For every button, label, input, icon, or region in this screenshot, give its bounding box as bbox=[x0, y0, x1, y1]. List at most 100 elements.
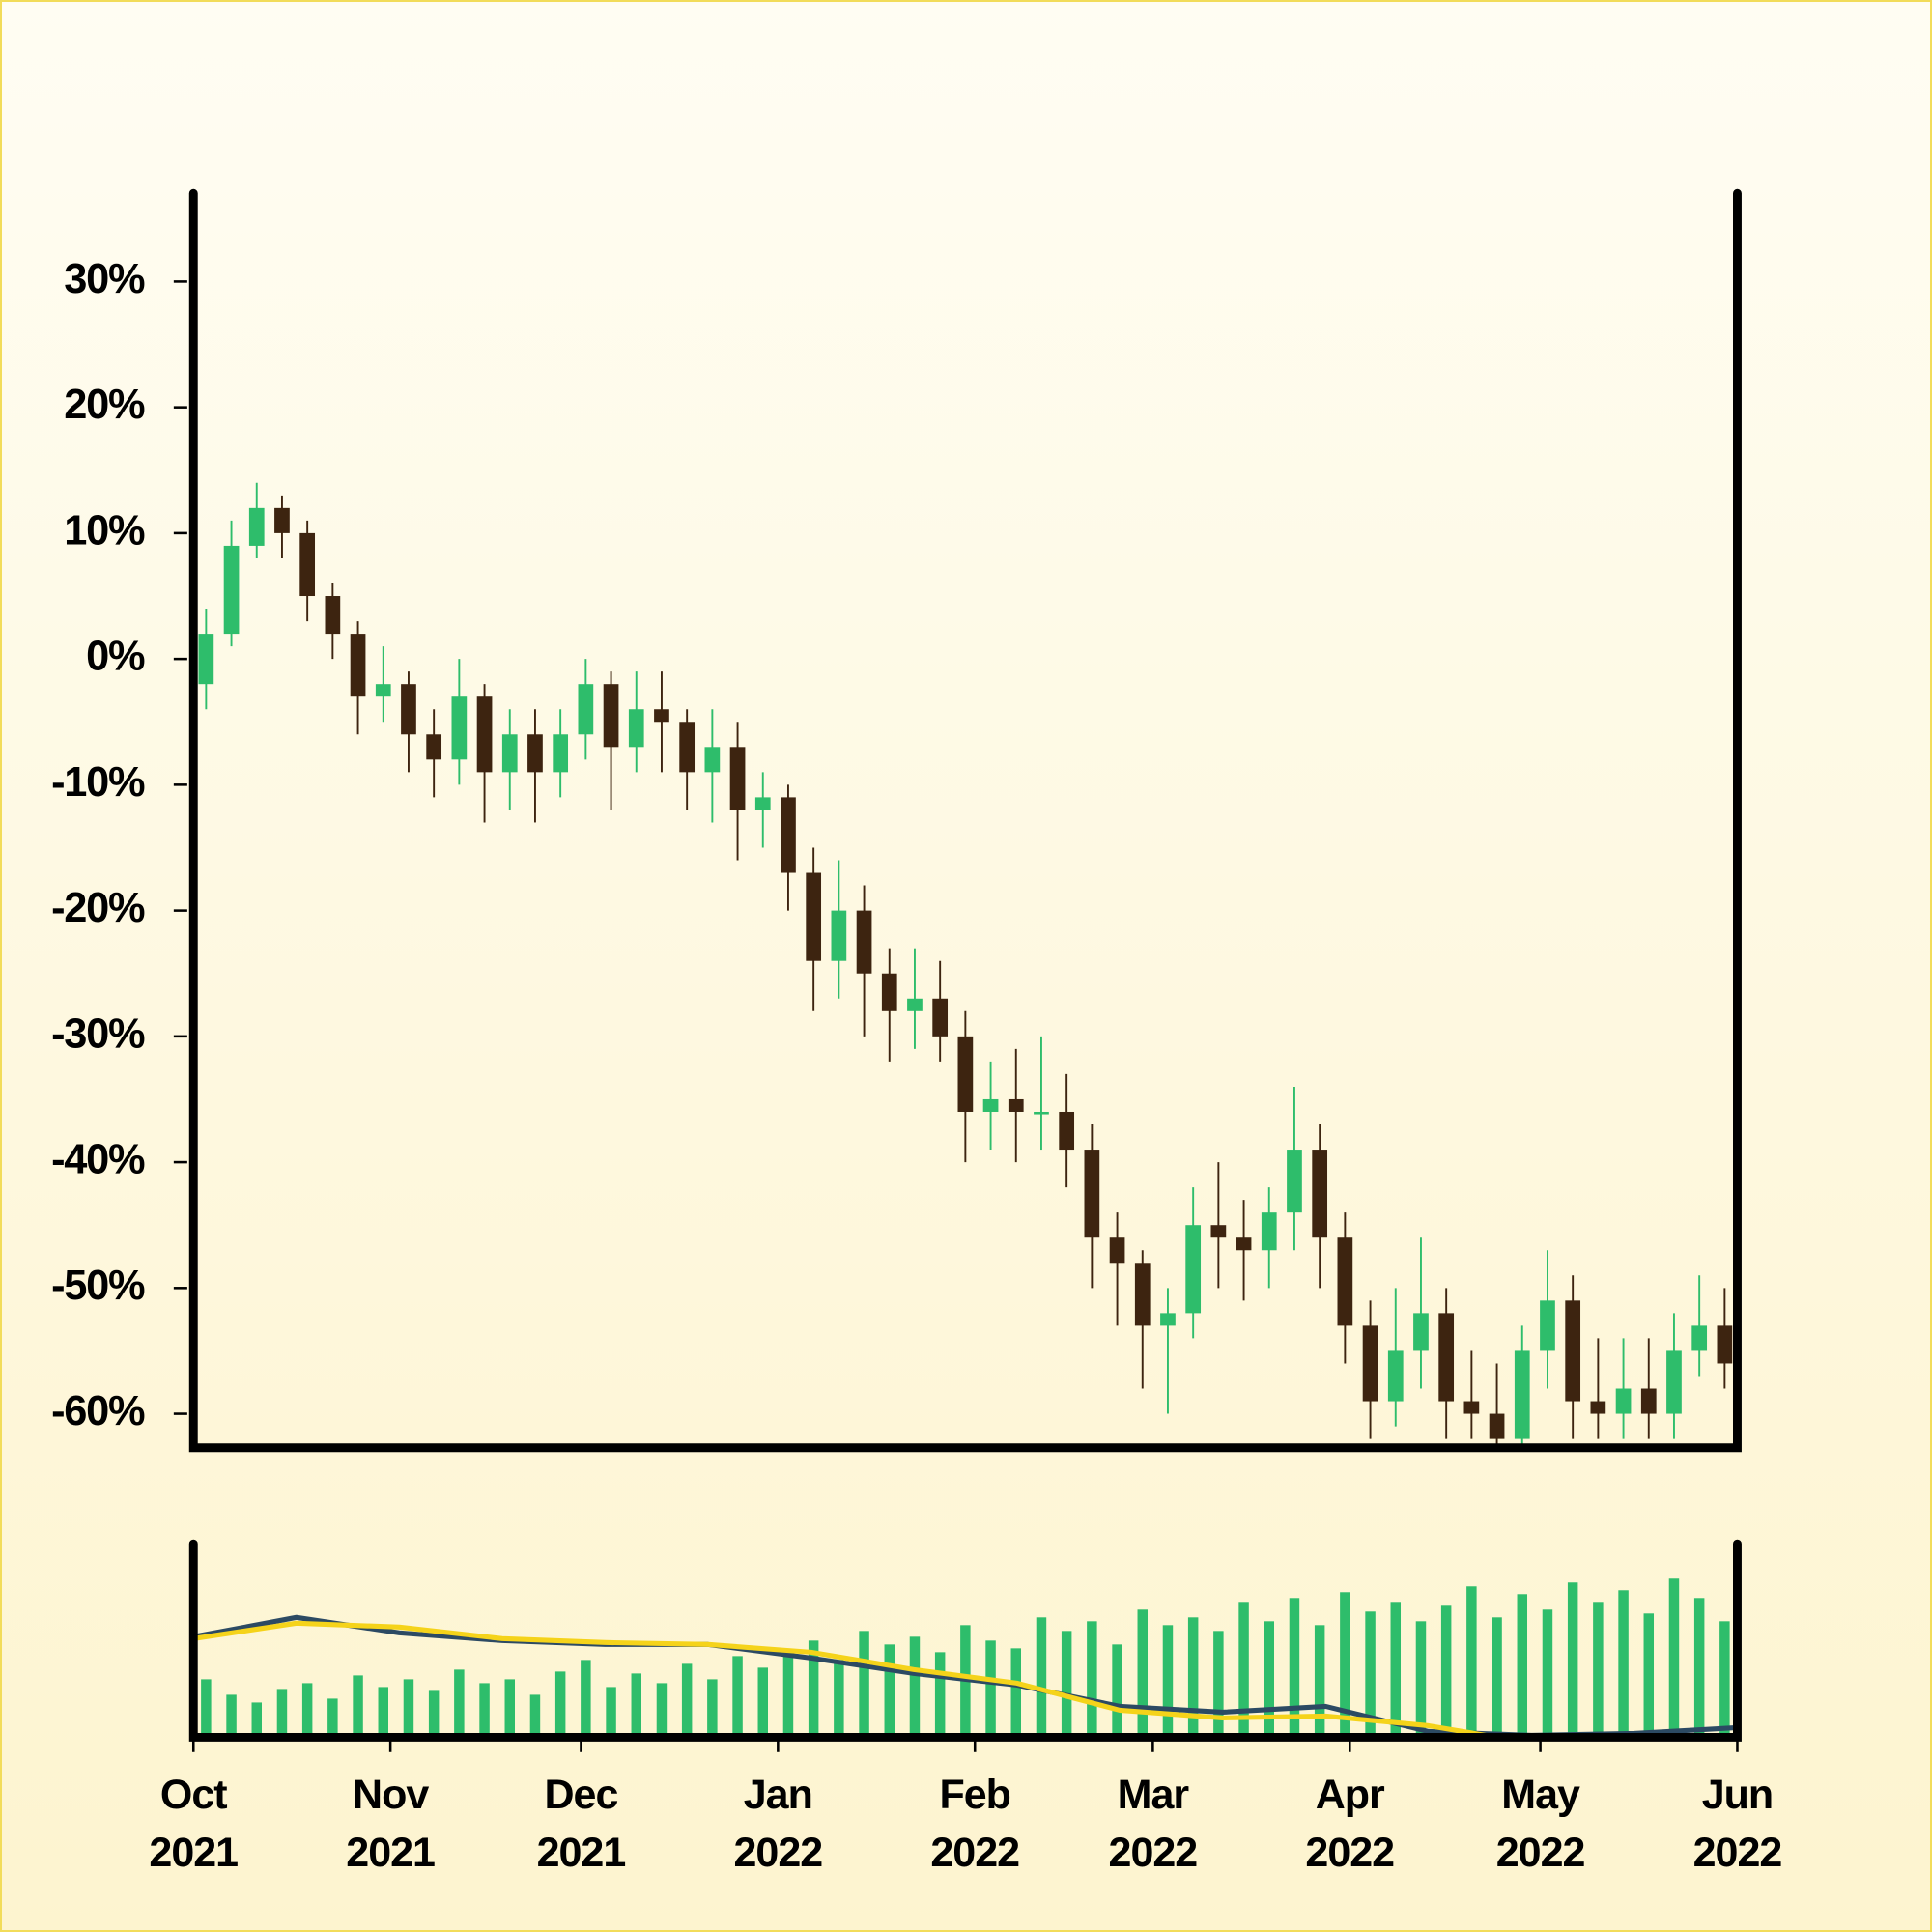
candle-body bbox=[1337, 1237, 1353, 1326]
candle-body bbox=[553, 734, 569, 773]
candle-body bbox=[1236, 1237, 1252, 1251]
volume-bar bbox=[1643, 1613, 1655, 1738]
candle-body bbox=[1160, 1313, 1176, 1326]
candle-body bbox=[198, 634, 214, 685]
volume-bar bbox=[1719, 1621, 1730, 1738]
candle-body bbox=[299, 532, 316, 597]
candle-body bbox=[476, 696, 493, 773]
y-tick-label: 20% bbox=[64, 382, 145, 428]
volume-bar bbox=[1187, 1617, 1199, 1738]
candle-body bbox=[603, 684, 619, 748]
y-tick-label: -40% bbox=[51, 1137, 145, 1183]
volume-bar bbox=[1238, 1602, 1249, 1738]
volume-bar bbox=[1162, 1625, 1174, 1738]
volume-bar bbox=[1010, 1648, 1022, 1738]
y-tick-label: -60% bbox=[51, 1388, 145, 1435]
volume-bar bbox=[1112, 1644, 1122, 1738]
candle-body bbox=[932, 998, 949, 1037]
candle-body bbox=[628, 709, 644, 748]
axis-frame bbox=[188, 188, 1742, 1453]
volume-bar bbox=[1213, 1631, 1224, 1738]
candle-body bbox=[1463, 1401, 1480, 1414]
volume-bar bbox=[201, 1679, 212, 1738]
volume-frame bbox=[188, 1539, 1742, 1742]
candle-body bbox=[831, 910, 847, 961]
volume-bar bbox=[656, 1683, 668, 1738]
volume-bar bbox=[1061, 1631, 1072, 1738]
candle-body bbox=[1615, 1388, 1632, 1414]
volume-bar bbox=[1593, 1602, 1604, 1738]
candle-body bbox=[1134, 1263, 1151, 1326]
candle-body bbox=[654, 709, 669, 723]
candle-body bbox=[1362, 1325, 1378, 1402]
volume-bar bbox=[327, 1698, 338, 1738]
volume-bar bbox=[276, 1689, 288, 1738]
candle-body bbox=[781, 797, 796, 873]
candle-body bbox=[578, 684, 594, 735]
candle-body bbox=[501, 734, 518, 773]
y-tick-label: -10% bbox=[51, 759, 145, 806]
candle-body bbox=[679, 722, 696, 773]
volume-bar bbox=[1693, 1598, 1705, 1738]
volume-bar bbox=[1340, 1592, 1350, 1738]
volume-bar bbox=[1668, 1578, 1680, 1738]
candle-body bbox=[1717, 1325, 1733, 1364]
x-tick-label: Mar 2022 bbox=[1108, 1771, 1199, 1876]
candle-body bbox=[223, 545, 240, 635]
volume-bar bbox=[1036, 1617, 1047, 1738]
volume-bar bbox=[301, 1683, 313, 1738]
candle-body bbox=[1514, 1350, 1530, 1439]
candle-body bbox=[1387, 1350, 1404, 1402]
candle-body bbox=[806, 872, 822, 961]
volume-bar bbox=[353, 1675, 363, 1738]
candle-body bbox=[1008, 1098, 1024, 1112]
candle-body bbox=[1489, 1413, 1505, 1439]
volume-bar bbox=[1289, 1598, 1300, 1738]
y-tick-label: -30% bbox=[51, 1010, 145, 1057]
y-tick-label: -50% bbox=[51, 1263, 145, 1309]
volume-bar bbox=[909, 1636, 921, 1738]
volume-bar bbox=[1365, 1611, 1376, 1738]
candle-body bbox=[1413, 1313, 1429, 1351]
volume-bar bbox=[529, 1694, 541, 1738]
volume-bar bbox=[1542, 1609, 1553, 1738]
volume-bar bbox=[403, 1679, 414, 1738]
volume-bar bbox=[834, 1660, 844, 1738]
candle-body bbox=[1034, 1111, 1049, 1115]
volume-bar bbox=[1517, 1594, 1528, 1738]
volume-bar bbox=[884, 1644, 895, 1738]
volume-bar bbox=[707, 1679, 718, 1738]
x-tick-label: May 2022 bbox=[1495, 1771, 1586, 1876]
volume-bar bbox=[479, 1683, 490, 1738]
volume-bar bbox=[226, 1694, 237, 1738]
x-tick-label: Feb 2022 bbox=[930, 1771, 1020, 1876]
candle-body bbox=[1084, 1150, 1100, 1238]
candle-body bbox=[1565, 1300, 1581, 1402]
candle-body bbox=[451, 696, 468, 760]
volume-bar bbox=[1466, 1586, 1477, 1738]
candle-body bbox=[325, 596, 341, 635]
volume-bar bbox=[554, 1671, 566, 1738]
x-tick-label: Apr 2022 bbox=[1305, 1771, 1395, 1876]
candle-body bbox=[1666, 1350, 1682, 1414]
candle-body bbox=[1640, 1388, 1657, 1414]
y-tick-label: 30% bbox=[64, 256, 145, 302]
candle-body bbox=[856, 910, 872, 974]
x-tick-label: Nov 2021 bbox=[346, 1771, 436, 1876]
x-tick-label: Dec 2021 bbox=[536, 1771, 627, 1876]
volume-bar bbox=[782, 1650, 794, 1738]
candle-body bbox=[754, 797, 771, 810]
x-tick-label: Jan 2022 bbox=[733, 1771, 823, 1876]
candle-body bbox=[1540, 1300, 1555, 1351]
volume-bar bbox=[504, 1679, 515, 1738]
y-tick-label: -20% bbox=[51, 885, 145, 931]
candle-body bbox=[957, 1036, 974, 1112]
volume-bar bbox=[1137, 1609, 1149, 1738]
volume-bar bbox=[1492, 1617, 1502, 1738]
x-tick-label: Jun 2022 bbox=[1692, 1771, 1783, 1876]
candle-body bbox=[375, 684, 391, 697]
candle-body bbox=[527, 734, 543, 773]
volume-bar bbox=[681, 1663, 693, 1738]
volume-bar bbox=[1415, 1621, 1427, 1738]
